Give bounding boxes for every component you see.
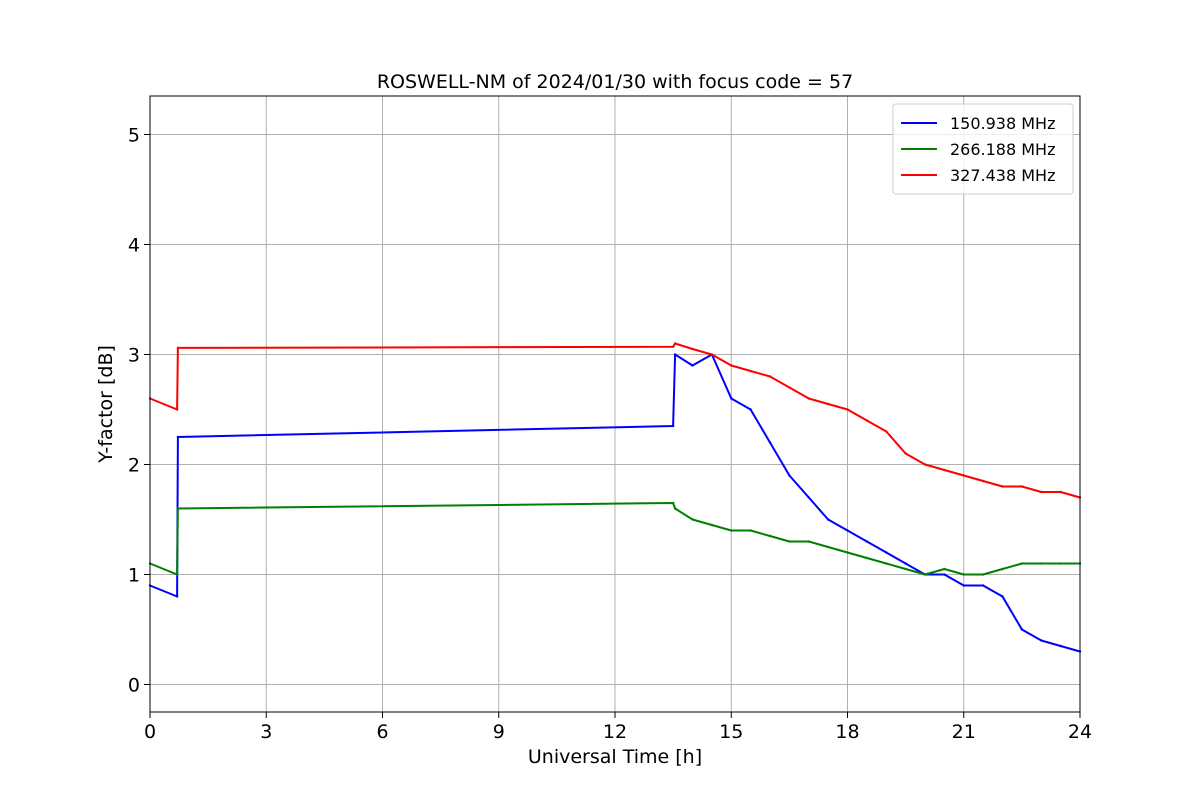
series-2-point	[749, 369, 752, 373]
series-0-point	[788, 474, 791, 477]
series-2-point	[1059, 490, 1062, 494]
series-1-point	[923, 573, 927, 576]
x-tick-label: 9	[493, 721, 505, 743]
series-2-point	[923, 463, 927, 466]
series-2-point	[730, 364, 733, 367]
series-0-point	[730, 397, 733, 400]
series-1-point	[749, 529, 752, 532]
legend-label: 327.438 MHz	[950, 166, 1055, 185]
series-2-point	[846, 408, 849, 411]
series-1-point	[807, 540, 810, 543]
x-tick-label: 0	[144, 721, 156, 743]
series-1-point	[981, 573, 985, 576]
series-0-point	[671, 424, 675, 428]
series-1-point	[788, 540, 791, 543]
x-axis-label: Universal Time [h]	[528, 746, 702, 768]
y-tick-label: 5	[128, 125, 140, 147]
series-0-point	[1059, 644, 1062, 648]
series-0-point	[768, 441, 772, 444]
series-1-point	[730, 529, 733, 532]
x-tick-label: 3	[260, 721, 272, 743]
series-2-point	[981, 479, 985, 483]
y-tick-label: 3	[128, 345, 140, 367]
series-2-point	[691, 347, 694, 351]
series-2-point	[904, 452, 907, 455]
series-line-2	[149, 342, 1081, 499]
series-0-point	[826, 518, 830, 521]
series-0-point	[846, 529, 849, 532]
y-tick-label: 4	[128, 235, 140, 257]
series-0-point	[981, 584, 985, 587]
series-0-point	[962, 584, 965, 587]
series-1-point	[1020, 562, 1024, 565]
series-0-point	[1001, 595, 1004, 598]
series-1-point	[673, 507, 677, 510]
series-0-point	[691, 364, 694, 367]
series-line-0	[149, 353, 1081, 653]
series-2-point	[943, 468, 946, 472]
series-0-point	[1020, 628, 1024, 631]
series-2-point	[673, 342, 677, 345]
series-1-point	[962, 573, 965, 576]
series-0-point	[904, 562, 907, 565]
series-1-point	[885, 562, 888, 565]
series-2-point	[710, 353, 714, 356]
series-0-point	[176, 435, 180, 439]
x-tick-label: 21	[952, 721, 976, 743]
series-2-point	[768, 375, 772, 378]
series-0-point	[1040, 639, 1043, 642]
series-0-point	[807, 496, 810, 499]
series-2-point	[1040, 490, 1043, 494]
series-1-point	[826, 545, 830, 549]
series-0-point	[673, 353, 677, 356]
series-layer	[148, 342, 1082, 653]
x-tick-label: 18	[835, 721, 859, 743]
series-2-point	[865, 419, 869, 422]
legend: 150.938 MHz 266.188 MHz 327.438 MHz	[892, 103, 1074, 195]
series-1-point	[175, 573, 179, 576]
series-1-point	[846, 551, 849, 554]
series-1-point	[943, 567, 946, 571]
legend-box	[892, 103, 1074, 195]
series-1-point	[768, 534, 772, 538]
series-2-point	[1001, 485, 1004, 488]
series-1-point	[710, 523, 714, 527]
series-0-point	[175, 595, 179, 598]
series-2-point	[826, 402, 830, 406]
series-2-point	[175, 408, 179, 411]
series-2-point	[1020, 485, 1024, 488]
series-line-1	[149, 502, 1080, 576]
series-1-point	[1001, 567, 1004, 571]
chart-title: ROSWELL-NM of 2024/01/30 with focus code…	[377, 71, 853, 93]
series-1-point	[176, 507, 180, 510]
series-1-point	[671, 501, 675, 505]
x-tick-label: 15	[719, 721, 743, 743]
x-tick-label: 12	[603, 721, 627, 743]
series-1-point	[1059, 562, 1062, 565]
series-1-point	[691, 518, 694, 521]
series-0-point	[885, 551, 888, 554]
y-tick-label: 1	[128, 565, 140, 587]
y-tick-label: 0	[128, 675, 140, 697]
series-0-point	[865, 540, 869, 543]
series-0-point	[943, 573, 946, 576]
series-1-point	[904, 567, 907, 571]
legend-label: 150.938 MHz	[950, 114, 1055, 133]
series-2-point	[807, 397, 810, 400]
series-1-point	[865, 556, 869, 560]
y-axis-label: Y-factor [dB]	[95, 345, 117, 464]
y-tick-label: 2	[128, 455, 140, 477]
legend-label: 266.188 MHz	[950, 140, 1055, 159]
series-1-point	[1040, 562, 1043, 565]
series-2-point	[885, 430, 888, 433]
x-tick-label: 24	[1068, 721, 1092, 743]
series-2-point	[962, 474, 965, 477]
series-2-point	[788, 386, 791, 389]
x-tick-label: 6	[376, 721, 388, 743]
series-2-point	[671, 345, 675, 348]
series-2-point	[176, 346, 180, 350]
series-0-point	[749, 408, 752, 411]
